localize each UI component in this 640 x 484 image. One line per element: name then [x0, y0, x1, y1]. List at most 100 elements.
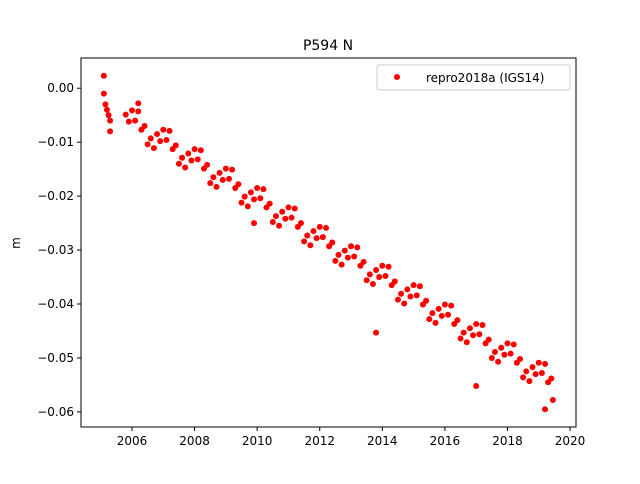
data-point: [457, 335, 464, 342]
data-point: [542, 360, 549, 367]
data-point: [526, 378, 533, 385]
data-point: [135, 108, 142, 115]
data-point: [132, 117, 139, 124]
data-point: [100, 90, 107, 97]
y-axis: 0.00 −0.01 −0.02 −0.03 −0.04 −0.05 −0.06: [37, 81, 81, 419]
data-point: [163, 137, 170, 143]
y-tick-label: −0.02: [37, 189, 74, 203]
y-tick-label: −0.05: [37, 351, 74, 365]
data-point: [476, 331, 483, 338]
data-point: [523, 368, 530, 375]
data-point: [463, 339, 470, 346]
data-point: [313, 235, 320, 242]
data-point: [429, 310, 436, 317]
data-point: [160, 126, 167, 133]
data-point: [448, 302, 455, 309]
data-point: [291, 205, 298, 212]
x-axis: 2006 2008 2010 2012 2014 2016 2018 2020: [117, 427, 585, 448]
data-point: [157, 138, 164, 145]
data-point: [179, 154, 186, 161]
data-point: [204, 161, 211, 168]
data-point: [105, 112, 112, 119]
data-point: [423, 297, 430, 304]
data-point: [185, 150, 192, 157]
data-point: [470, 332, 477, 339]
data-point: [191, 146, 198, 153]
data-points: [100, 72, 556, 413]
data-point: [107, 128, 114, 135]
data-point: [304, 232, 311, 239]
data-point: [360, 258, 367, 265]
data-point: [254, 185, 261, 192]
data-point: [454, 317, 461, 324]
data-point: [510, 341, 517, 348]
y-tick-label: −0.01: [37, 135, 74, 149]
data-point: [548, 375, 555, 382]
data-point: [373, 267, 380, 274]
data-point: [485, 336, 492, 343]
data-point: [407, 293, 414, 300]
data-point: [207, 180, 214, 187]
data-point: [129, 107, 136, 114]
data-point: [535, 359, 542, 366]
data-point: [379, 262, 386, 269]
legend: repro2018a (IGS14): [376, 64, 571, 91]
data-point: [238, 199, 245, 206]
data-point: [141, 122, 148, 129]
data-point: [335, 251, 342, 258]
legend-label: repro2018a (IGS14): [426, 71, 544, 85]
data-point: [194, 156, 201, 163]
data-point: [241, 193, 248, 200]
data-point: [282, 215, 289, 222]
x-tick-label: 2016: [430, 434, 461, 448]
data-point: [404, 286, 411, 293]
data-point: [122, 111, 129, 118]
data-point: [235, 181, 242, 188]
data-point: [279, 208, 286, 215]
data-point: [197, 147, 204, 154]
data-point: [276, 222, 283, 229]
data-point: [542, 406, 549, 413]
data-point: [225, 175, 232, 182]
data-point: [549, 397, 556, 404]
data-point: [348, 243, 355, 250]
data-point: [107, 117, 114, 124]
data-point: [150, 145, 157, 152]
data-point: [426, 316, 433, 323]
data-point: [319, 234, 326, 241]
x-tick-label: 2010: [242, 434, 273, 448]
data-point: [216, 169, 223, 176]
data-point: [401, 300, 408, 307]
data-point: [354, 244, 361, 251]
data-point: [369, 281, 376, 288]
data-point: [213, 183, 220, 190]
data-point: [210, 174, 217, 181]
data-point: [147, 135, 154, 142]
data-point: [100, 72, 107, 79]
data-point: [432, 319, 439, 326]
data-point: [413, 292, 420, 299]
data-point: [410, 282, 417, 289]
y-tick-label: −0.03: [37, 243, 74, 257]
data-point: [338, 261, 345, 268]
data-point: [504, 340, 511, 347]
data-point: [219, 176, 226, 183]
data-point: [398, 290, 405, 297]
data-point: [269, 219, 276, 225]
data-point: [460, 329, 467, 336]
data-point: [385, 263, 392, 270]
data-point: [103, 106, 110, 113]
data-point: [529, 364, 536, 371]
data-point: [144, 141, 151, 148]
data-point: [441, 301, 448, 308]
data-point: [285, 204, 292, 211]
x-tick-label: 2018: [492, 434, 523, 448]
data-point: [438, 312, 445, 319]
data-point: [466, 325, 473, 332]
data-point: [260, 186, 267, 193]
data-point: [188, 157, 195, 164]
x-tick-label: 2008: [179, 434, 210, 448]
data-point: [175, 160, 182, 167]
data-point: [251, 196, 258, 203]
